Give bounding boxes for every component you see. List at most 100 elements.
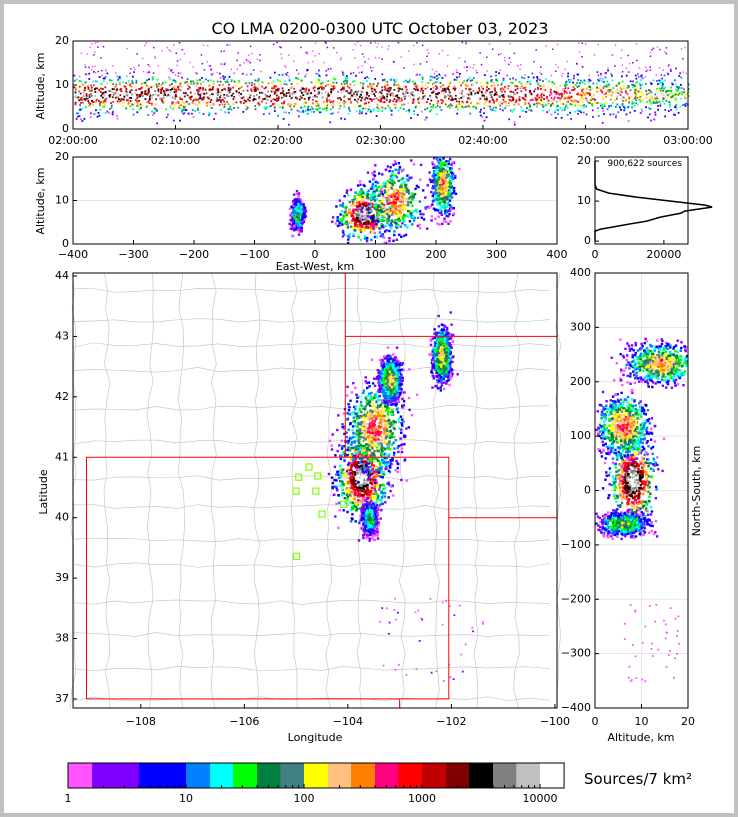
density-cell [250,89,253,92]
density-cell [384,211,387,215]
density-cell [640,92,643,94]
density-cell [295,69,298,71]
density-cell [330,68,332,70]
density-cell [670,70,672,72]
density-cell [559,92,562,95]
density-cell [350,446,354,450]
density-cell [397,87,400,90]
density-cell [531,72,534,75]
density-cell [358,195,361,199]
density-cell [103,80,105,82]
density-cell [649,69,652,71]
density-cell [358,445,361,448]
density-cell [645,66,647,69]
density-cell [364,61,366,63]
density-cell [436,172,439,175]
density-cell [124,86,127,88]
density-cell [612,113,615,116]
density-cell [437,92,440,94]
density-cell [333,87,336,89]
density-cell [410,159,413,162]
density-cell [104,101,107,104]
density-cell [86,97,89,100]
density-cell [375,446,379,449]
density-cell [340,83,343,85]
density-cell [352,495,356,499]
density-cell [675,103,678,106]
density-cell [207,79,210,82]
density-cell [102,100,105,103]
density-cell [223,88,225,91]
density-cell [110,104,113,107]
density-cell [655,97,658,100]
density-cell [446,65,449,67]
density-cell [98,108,101,111]
density-cell [536,97,539,100]
density-cell [232,98,235,100]
density-cell [439,204,443,208]
density-cell [582,106,585,109]
ew-xtick-label: 200 [426,248,447,261]
density-cell [401,222,404,225]
density-cell [104,112,107,114]
density-cell [393,221,397,224]
density-cell [469,66,471,69]
density-cell [185,104,188,107]
density-cell [458,81,460,84]
density-cell [548,94,551,97]
density-cell [122,98,125,101]
density-cell [383,97,386,100]
density-cell [374,490,377,493]
density-cell [388,237,391,240]
density-cell [411,204,414,207]
density-cell [439,164,442,167]
density-cell [502,109,504,112]
density-cell [396,226,399,230]
density-cell [175,90,178,93]
density-cell [147,92,150,95]
density-cell [389,489,392,493]
density-cell [353,208,357,211]
density-cell [401,195,404,199]
density-cell [352,233,355,236]
density-cell [563,90,566,93]
density-cell [660,87,663,90]
density-cell [360,188,363,191]
density-cell [226,44,228,46]
density-cell [436,182,439,186]
density-cell [373,195,377,198]
density-cell [563,93,566,95]
density-cell [145,84,148,87]
density-cell [233,72,235,75]
density-cell [384,107,387,110]
density-cell [191,109,194,111]
density-cell [402,91,404,94]
density-cell [137,102,140,105]
density-cell [346,476,349,479]
density-cell [456,112,459,115]
density-cell [104,91,107,93]
density-cell [296,218,299,222]
density-cell [389,166,392,169]
density-cell [394,80,396,83]
density-cell [388,45,390,47]
density-cell [116,88,118,91]
density-cell [196,104,199,106]
density-cell [122,104,124,107]
density-cell [372,220,375,223]
density-cell [678,86,680,89]
density-cell [147,114,150,116]
density-cell [478,87,480,90]
density-cell [157,90,160,93]
density-cell [198,103,201,106]
density-cell [438,201,441,205]
density-cell [296,109,299,112]
density-cell [371,491,375,494]
density-cell [345,83,348,86]
density-cell [197,109,199,111]
density-cell [187,113,190,115]
density-cell [362,82,365,85]
density-cell [272,80,275,83]
density-cell [577,79,580,81]
density-cell [358,112,361,115]
